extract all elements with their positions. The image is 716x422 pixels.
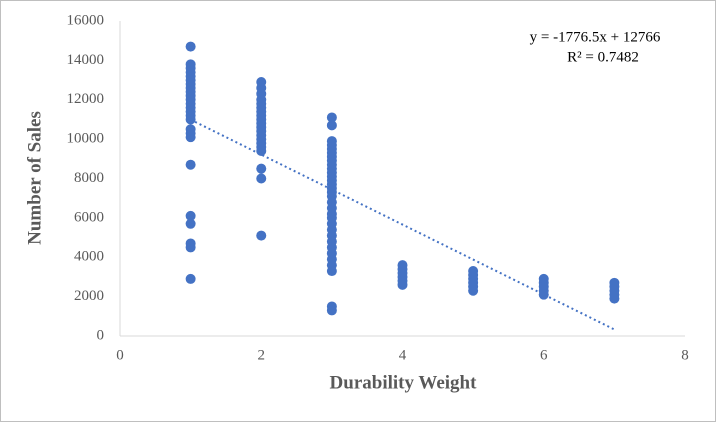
point [185,41,196,52]
y-tick-label: 0 [97,327,105,343]
point [185,159,196,170]
point [185,132,196,143]
point [256,230,267,241]
trendline-r2: R² = 0.7482 [567,49,639,65]
point [256,145,267,156]
point [326,112,337,123]
point [185,218,196,229]
y-tick-label: 16000 [67,12,105,28]
point [185,242,196,253]
point [326,266,337,277]
point [185,114,196,125]
point [185,273,196,284]
point [538,289,549,300]
point [326,120,337,131]
y-tick-label: 12000 [67,91,105,107]
y-tick-label: 10000 [67,131,105,147]
point [256,163,267,174]
x-tick-label: 8 [681,347,689,363]
x-axis-title: Durability Weight [330,372,478,393]
y-tick-label: 6000 [74,209,104,225]
point [468,285,479,296]
x-tick-label: 4 [399,347,407,363]
x-tick-label: 0 [116,347,124,363]
y-axis-title: Number of Sales [24,111,45,245]
y-tick-label: 2000 [74,288,104,304]
y-tick-label: 8000 [74,170,104,186]
point [256,173,267,184]
trendline [190,118,615,331]
point [609,293,620,304]
x-tick-label: 2 [258,347,266,363]
y-tick-label: 4000 [74,249,104,265]
trendline-equation: y = -1776.5x + 12766 [530,29,661,45]
y-tick-label: 14000 [67,52,105,68]
point [397,279,408,290]
point [185,210,196,221]
point [326,305,337,316]
x-tick-label: 6 [540,347,548,363]
